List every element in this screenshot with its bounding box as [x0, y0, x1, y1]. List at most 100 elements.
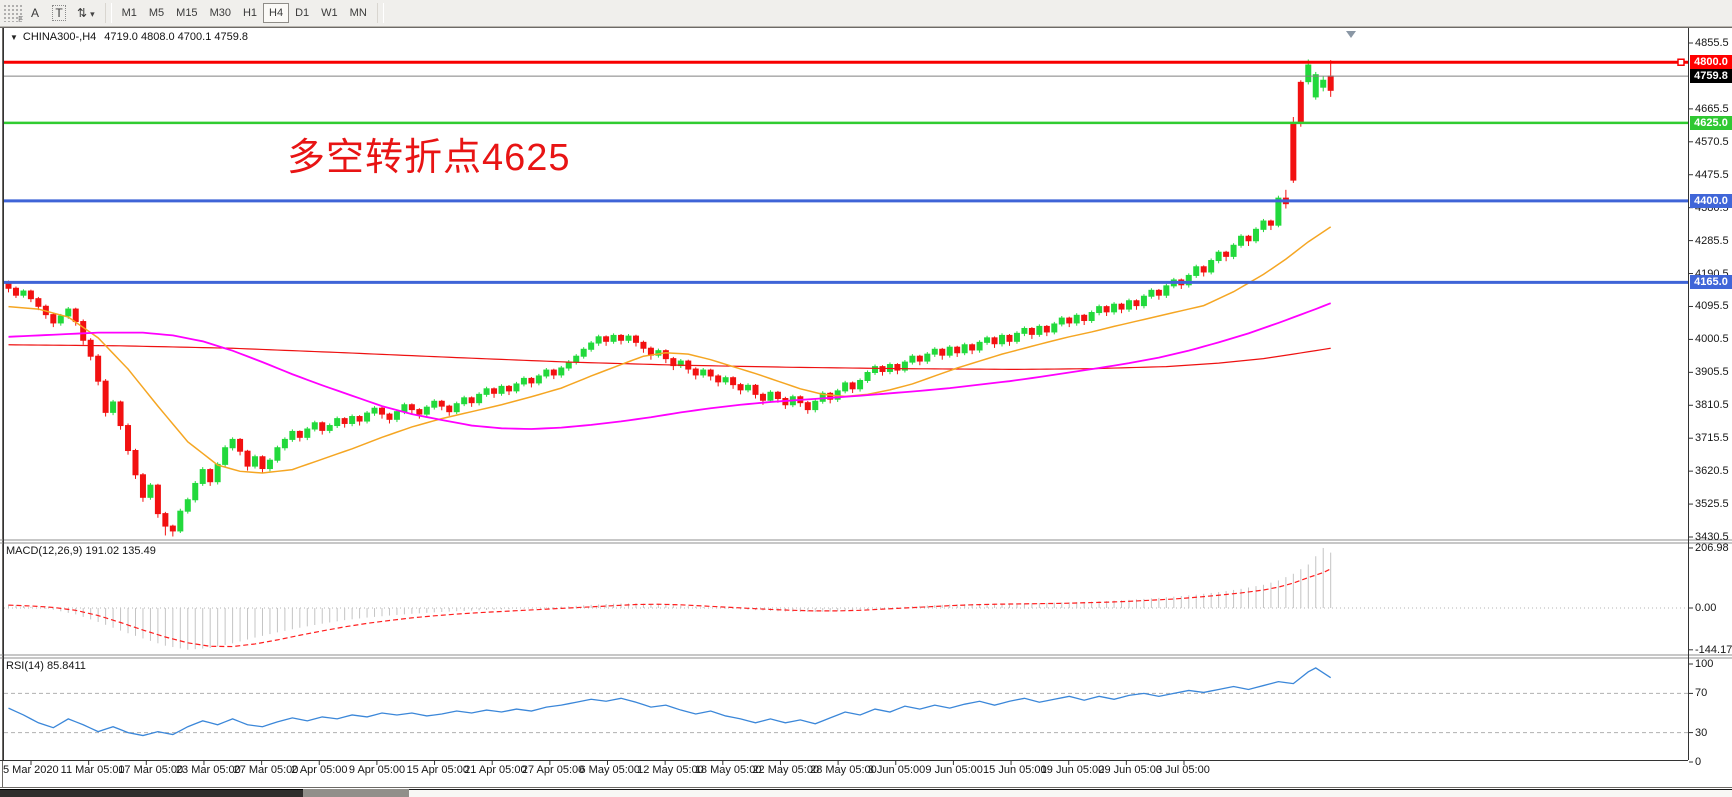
- candle: [954, 346, 961, 354]
- candle: [132, 450, 139, 476]
- candle: [27, 290, 34, 300]
- candle: [1126, 300, 1132, 310]
- timeframe-button-m30[interactable]: M30: [204, 3, 237, 23]
- candle: [371, 407, 378, 414]
- candle: [117, 401, 124, 427]
- candle: [349, 416, 356, 424]
- timeframe-button-m15[interactable]: M15: [170, 3, 203, 23]
- candle: [169, 525, 176, 532]
- timeframe-button-w1[interactable]: W1: [315, 3, 344, 23]
- time-axis-label: 29 Jun 05:00: [1098, 764, 1162, 776]
- timeframe-button-mn[interactable]: MN: [344, 3, 373, 23]
- text-label-tool-button[interactable]: T: [48, 3, 70, 23]
- time-axis-label: 15 Apr 05:00: [406, 764, 469, 776]
- price-tick-label: 4095.5: [1695, 300, 1729, 313]
- price-tick-label: 4475.5: [1695, 168, 1729, 181]
- candle: [618, 334, 625, 341]
- candle: [1305, 64, 1312, 83]
- timeframe-button-d1[interactable]: D1: [289, 3, 315, 23]
- price-tick-label: 3810.5: [1695, 399, 1729, 412]
- timeframe-button-h4[interactable]: H4: [263, 3, 290, 23]
- hline-handle[interactable]: [1677, 58, 1685, 66]
- candle: [610, 334, 617, 342]
- candle: [984, 337, 991, 343]
- macd-values: 191.02 135.49: [85, 545, 156, 557]
- rsi-axis-label: 0: [1695, 756, 1702, 768]
- time-axis-label: 6 May 05:00: [579, 764, 641, 776]
- candle: [311, 422, 318, 430]
- time-axis-label: 9 Jun 05:00: [925, 764, 983, 776]
- candle: [154, 484, 161, 515]
- candle: [737, 384, 744, 391]
- price-tick-label: 3525.5: [1695, 498, 1729, 511]
- candle: [35, 298, 42, 307]
- price-tick-label: 4665.5: [1695, 102, 1729, 115]
- candle: [1043, 325, 1050, 333]
- candle: [916, 355, 923, 362]
- ma-magenta-line: [8, 302, 1332, 430]
- timeframe-button-h1[interactable]: H1: [237, 3, 263, 23]
- candle: [65, 308, 72, 317]
- candle: [1238, 235, 1245, 246]
- candle: [446, 405, 453, 413]
- font-tool-button[interactable]: A: [24, 3, 46, 23]
- arrows-tool-button[interactable]: ⇅ ▾: [72, 3, 100, 23]
- macd-axis-label: 0.00: [1695, 602, 1717, 614]
- candle: [774, 391, 781, 400]
- candle: [879, 366, 886, 372]
- candle: [364, 412, 371, 422]
- candle: [1066, 317, 1073, 324]
- candle: [1021, 327, 1028, 334]
- price-badge: 4165.0: [1690, 275, 1732, 290]
- price-tick-label: 3715.5: [1695, 432, 1729, 445]
- toolbar-drag-handle-icon[interactable]: F: [3, 4, 23, 24]
- candle: [1088, 312, 1095, 322]
- candle: [715, 375, 722, 383]
- candle: [849, 382, 856, 390]
- candle: [461, 397, 468, 405]
- candle: [1140, 295, 1147, 307]
- candle: [1148, 289, 1155, 297]
- time-axis-label: 27 Mar 05:00: [233, 764, 299, 776]
- chart-window-border: [0, 27, 1732, 28]
- candle: [199, 469, 206, 484]
- chart-title[interactable]: ▼ CHINA300-,H4 4719.0 4808.0 4700.1 4759.8: [10, 31, 248, 43]
- candle: [1185, 274, 1192, 286]
- candle: [872, 366, 879, 374]
- candle: [207, 469, 214, 483]
- candle: [20, 290, 27, 296]
- candle: [401, 404, 408, 413]
- background-window-fragment: [409, 789, 1732, 797]
- time-axis-label: 12 May 05:00: [637, 764, 704, 776]
- macd-name: MACD(12,26,9): [6, 545, 83, 557]
- timeframe-button-m5[interactable]: M5: [143, 3, 170, 23]
- macd-axis-label: -144.17: [1695, 643, 1732, 656]
- candle: [408, 404, 415, 411]
- chart-window-border: [2, 27, 3, 788]
- candle: [80, 321, 87, 341]
- candle: [147, 484, 154, 498]
- candle: [125, 425, 132, 452]
- time-axis-label: 3 Jul 05:00: [1156, 764, 1210, 776]
- rsi-axis-label: 70: [1695, 687, 1708, 700]
- candle: [1252, 228, 1259, 242]
- chart-shift-marker-icon[interactable]: [1346, 31, 1356, 38]
- toolbar-separator: [376, 3, 384, 23]
- timeframe-button-m1[interactable]: M1: [116, 3, 143, 23]
- candle: [909, 355, 916, 363]
- candle: [1297, 81, 1304, 124]
- chart-ohlc-values: 4719.0 4808.0 4700.1 4759.8: [104, 31, 249, 43]
- candle: [901, 361, 908, 371]
- toolbar: F A T ⇅ ▾ M1 M5 M15 M30 H1 H4 D1 W1 MN: [0, 0, 1732, 27]
- time-axis-label: 19 Jun 05:00: [1040, 764, 1105, 776]
- symbol-dropdown-icon[interactable]: ▼: [10, 33, 18, 42]
- candle: [57, 315, 64, 324]
- text-label-icon: T: [52, 5, 66, 21]
- candle: [946, 346, 953, 356]
- candle: [192, 482, 199, 501]
- candle: [87, 339, 94, 357]
- candle: [110, 401, 117, 413]
- rsi-line: [8, 667, 1332, 737]
